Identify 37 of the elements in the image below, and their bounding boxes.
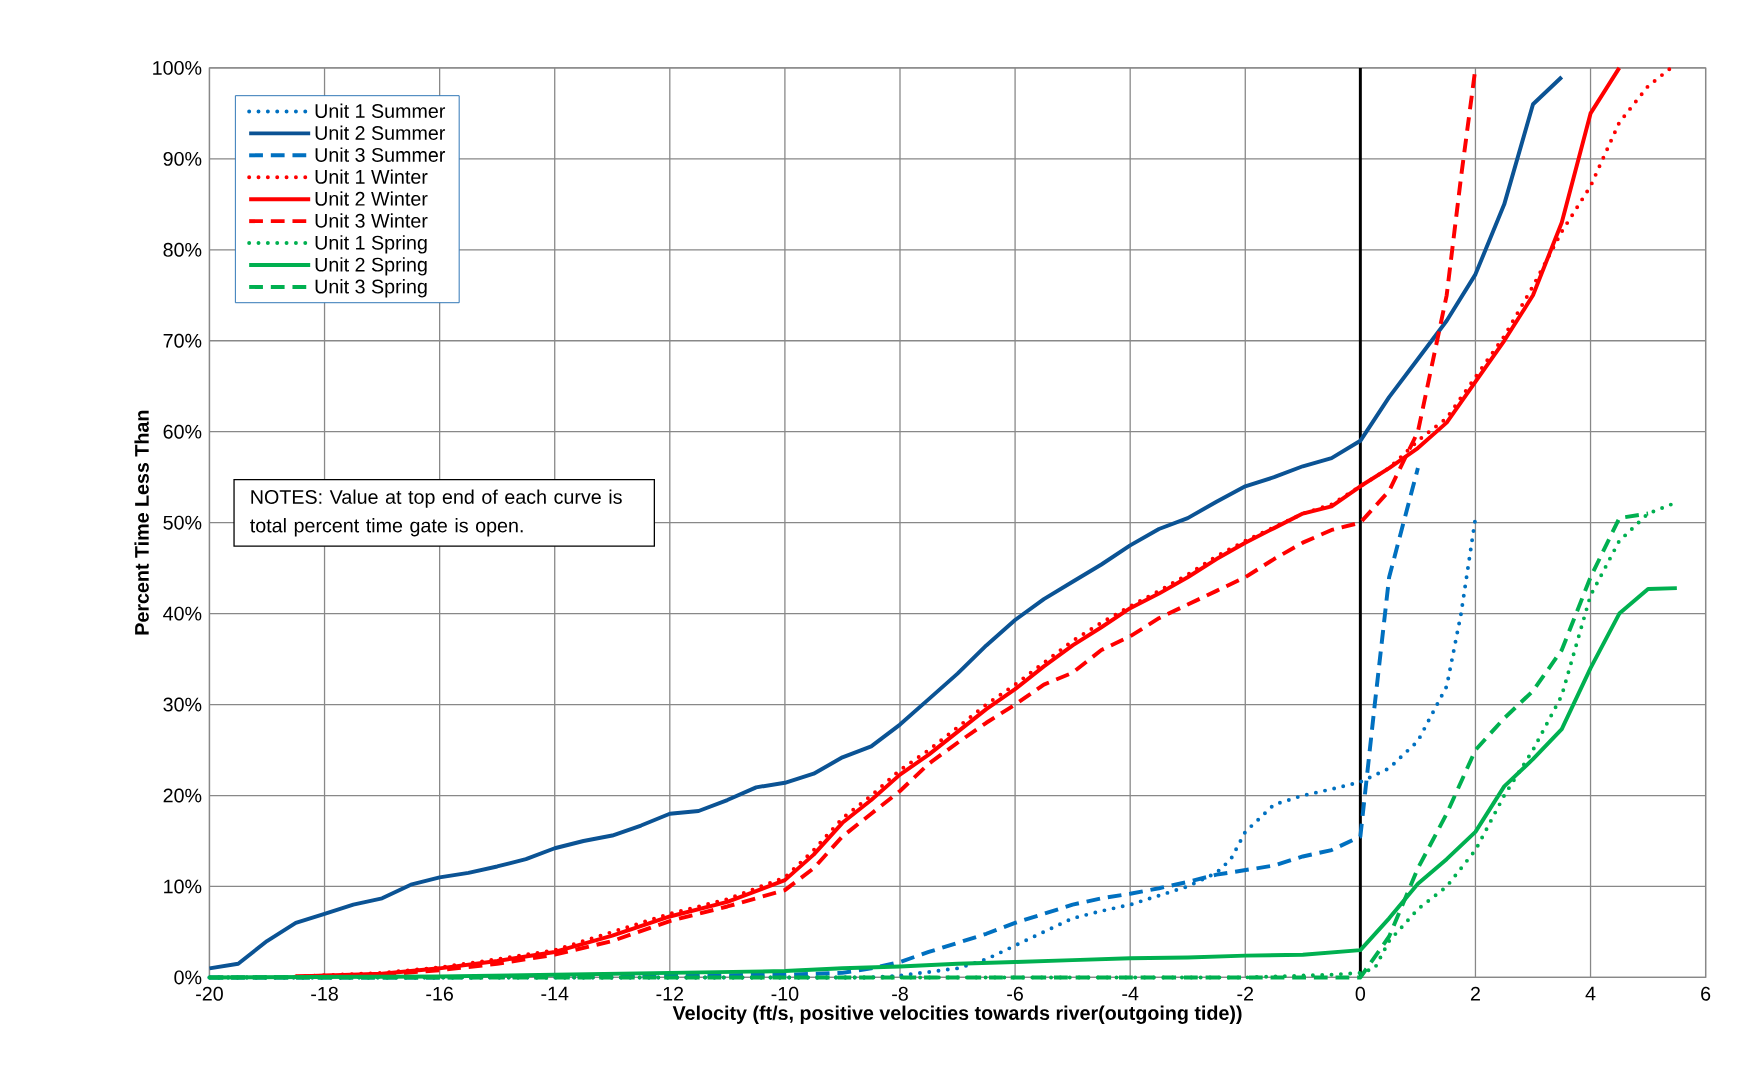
x-tick-label: -18 xyxy=(311,986,338,1001)
legend-label: Unit 1 Winter xyxy=(315,169,428,184)
y-tick-label: 20% xyxy=(163,788,202,803)
y-tick-label: 40% xyxy=(163,606,202,621)
annotation: NOTES: Value at top end of each curve is total percent time gate is open. xyxy=(250,489,622,537)
legend-label: Unit 3 Spring xyxy=(315,279,427,298)
x-tick-label: 6 xyxy=(1701,986,1711,1001)
x-tick-label: 2 xyxy=(1470,986,1480,1001)
legend-label: Unit 2 Summer xyxy=(315,125,446,141)
x-tick-label: -6 xyxy=(1007,986,1023,1001)
legend-label: Unit 3 Summer xyxy=(315,147,446,162)
x-tick-label: -14 xyxy=(541,986,569,1001)
legend-label: Unit 1 Summer xyxy=(315,103,446,119)
x-tick-label: -10 xyxy=(771,986,799,1001)
y-tick-label: 0% xyxy=(174,970,202,985)
legend-label: Unit 1 Spring xyxy=(315,235,427,254)
legend-label: Unit 2 Winter xyxy=(315,191,428,206)
legend-label: Unit 2 Spring xyxy=(315,257,427,276)
x-tick-label: -8 xyxy=(892,986,908,1001)
y-tick-label: 50% xyxy=(163,515,202,530)
y-tick-label: 10% xyxy=(164,879,202,894)
y-axis-title: Percent Time Less Than xyxy=(134,410,149,635)
x-axis-title: Velocity (ft/s, positive velocities towards river(outgoing tide)) xyxy=(672,1005,1242,1025)
y-tick-label: 30% xyxy=(163,697,202,712)
x-tick-label: 4 xyxy=(1585,986,1596,1001)
y-tick-label: 100% xyxy=(153,61,202,75)
y-tick-label: 80% xyxy=(163,242,202,257)
x-tick-label: -4 xyxy=(1122,986,1139,1001)
x-tick-label: -20 xyxy=(196,986,223,1001)
y-tick-label: 60% xyxy=(163,424,202,439)
x-tick-label: 0 xyxy=(1355,986,1366,1001)
x-tick-label: -12 xyxy=(656,986,684,1001)
legend-label: Unit 3 Winter xyxy=(315,213,428,228)
y-tick-label: 70% xyxy=(163,333,202,348)
x-tick-label: -16 xyxy=(426,986,453,1001)
x-tick-label: -2 xyxy=(1237,986,1254,1001)
y-tick-label: 90% xyxy=(163,151,202,166)
